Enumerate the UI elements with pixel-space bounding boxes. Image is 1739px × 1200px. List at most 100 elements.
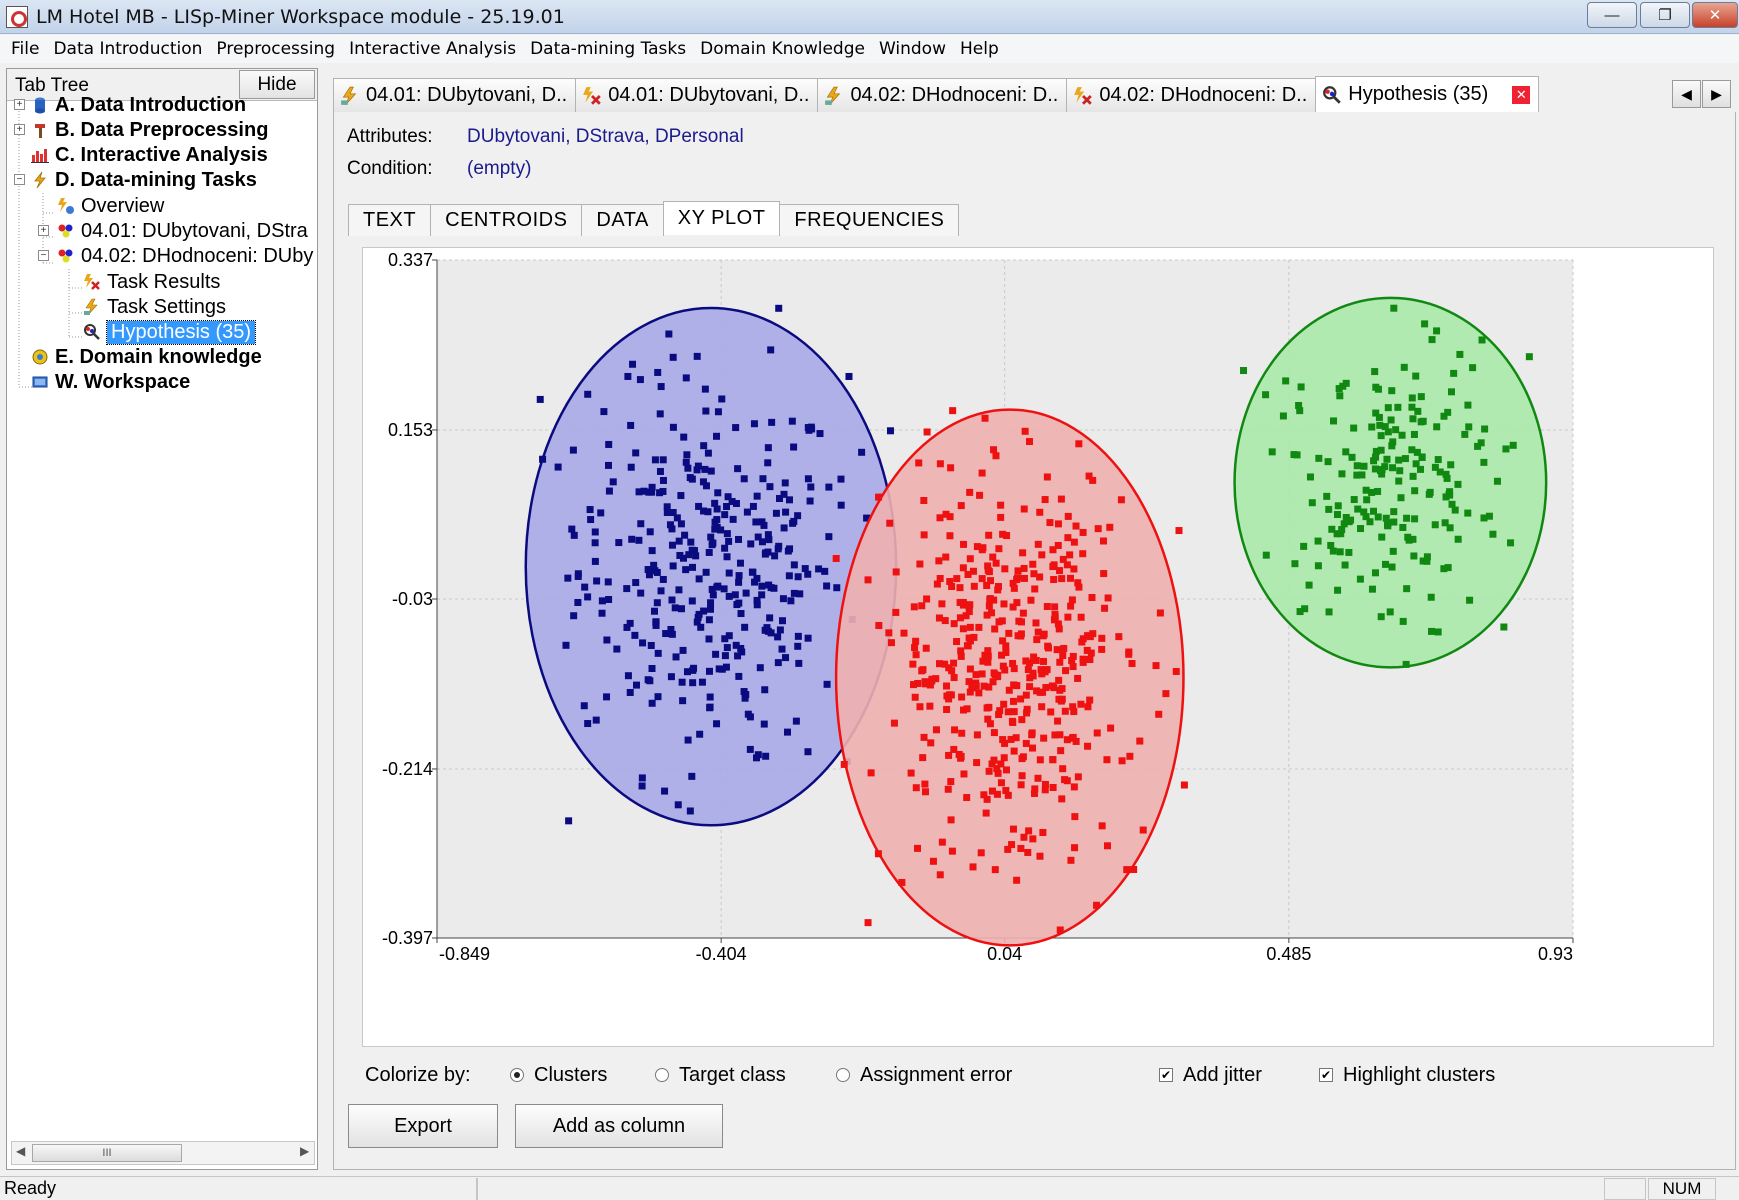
- data-point: [1480, 514, 1488, 522]
- data-point: [682, 458, 690, 466]
- checkbox-checked-icon[interactable]: ✔: [1159, 1068, 1173, 1082]
- tab-task-results-04-01[interactable]: 04.01: DUbytovani, D..: [575, 78, 819, 112]
- data-point: [983, 795, 991, 803]
- menu-data-introduction[interactable]: Data Introduction: [53, 39, 203, 59]
- data-point: [587, 516, 595, 524]
- data-point: [1010, 681, 1018, 689]
- data-point: [697, 623, 705, 631]
- data-point: [1377, 613, 1385, 621]
- data-point: [673, 514, 681, 522]
- data-point: [792, 717, 800, 725]
- data-point: [1423, 557, 1431, 565]
- radio-target-class[interactable]: Target class: [655, 1061, 786, 1089]
- tree-node-label: C. Interactive Analysis: [55, 143, 268, 166]
- data-point: [1043, 603, 1051, 611]
- data-point: [1356, 575, 1364, 583]
- radio-clusters[interactable]: Clusters: [510, 1061, 607, 1089]
- data-point: [968, 682, 976, 690]
- radio-assignment-error[interactable]: Assignment error: [836, 1061, 1012, 1089]
- data-point: [1038, 551, 1046, 559]
- data-point: [1079, 550, 1087, 558]
- menu-interactive-analysis[interactable]: Interactive Analysis: [349, 39, 517, 59]
- data-point: [886, 427, 894, 435]
- data-point: [679, 554, 687, 562]
- close-window-button[interactable]: ✕: [1692, 2, 1738, 28]
- tab-task-results-04-02[interactable]: 04.02: DHodnoceni: D..: [1066, 78, 1317, 112]
- expand-toggle-icon[interactable]: +: [38, 225, 49, 236]
- tab-task-settings-04-02[interactable]: 04.02: DHodnoceni: D..: [817, 78, 1068, 112]
- data-point: [992, 559, 1000, 567]
- colorize-label: Colorize by:: [365, 1063, 471, 1086]
- data-point: [698, 678, 706, 686]
- data-point: [591, 528, 599, 536]
- tab-scroll-left-button[interactable]: ◀: [1672, 80, 1701, 108]
- data-point: [1024, 848, 1032, 856]
- scroll-right-arrow-icon[interactable]: ▶: [300, 1144, 310, 1158]
- hide-button[interactable]: Hide: [239, 70, 315, 99]
- data-point: [570, 612, 578, 620]
- data-point: [574, 572, 582, 580]
- menu-window[interactable]: Window: [878, 39, 946, 59]
- data-point: [756, 664, 764, 672]
- tree-node-overview[interactable]: Overview: [57, 193, 164, 219]
- collapse-toggle-icon[interactable]: −: [38, 250, 49, 261]
- menu-data-mining-tasks[interactable]: Data-mining Tasks: [530, 39, 687, 59]
- tree-node-task-04-02[interactable]: 04.02: DHodnoceni: DUby: [57, 243, 313, 269]
- tree-node-workspace[interactable]: W. Workspace: [31, 369, 190, 395]
- subtab-xy-plot[interactable]: XY PLOT: [662, 201, 781, 235]
- subtab-data[interactable]: DATA: [581, 204, 664, 236]
- collapse-toggle-icon[interactable]: −: [14, 174, 25, 185]
- menu-help[interactable]: Help: [959, 39, 999, 59]
- tree-node-task-04-01[interactable]: 04.01: DUbytovani, DStra: [57, 218, 308, 244]
- minimize-button[interactable]: —: [1587, 2, 1637, 28]
- tree-node-task-results[interactable]: Task Results: [83, 269, 220, 295]
- menu-preprocessing[interactable]: Preprocessing: [216, 39, 336, 59]
- tree-node-data-preprocessing[interactable]: B. Data Preprocessing: [31, 117, 268, 143]
- tree-node-hypothesis[interactable]: Hypothesis (35): [83, 319, 257, 345]
- subtab-frequencies[interactable]: FREQUENCIES: [779, 204, 960, 236]
- data-point: [1410, 430, 1418, 438]
- tab-scroll-right-button[interactable]: ▶: [1702, 80, 1731, 108]
- tree-node-data-introduction[interactable]: A. Data Introduction: [31, 92, 246, 118]
- tab-task-settings-04-01[interactable]: 04.01: DUbytovani, D..: [333, 78, 577, 112]
- data-point: [665, 330, 673, 338]
- checkbox-add-jitter[interactable]: ✔ Add jitter: [1159, 1061, 1262, 1089]
- maximize-button[interactable]: ❐: [1640, 2, 1690, 28]
- data-point: [815, 565, 823, 573]
- status-bar: Ready NUM: [0, 1176, 1739, 1200]
- data-point: [1412, 460, 1420, 468]
- data-point: [1060, 644, 1068, 652]
- checkbox-highlight-clusters[interactable]: ✔ Highlight clusters: [1319, 1061, 1495, 1089]
- tree-node-data-mining-tasks[interactable]: D. Data-mining Tasks: [31, 167, 257, 193]
- close-tab-icon[interactable]: ✕: [1512, 85, 1531, 104]
- data-point: [935, 660, 943, 668]
- data-point: [789, 519, 797, 527]
- radio-selected-icon[interactable]: [510, 1068, 524, 1082]
- data-point: [825, 483, 833, 491]
- expand-toggle-icon[interactable]: +: [14, 99, 25, 110]
- subtab-text[interactable]: TEXT: [348, 204, 432, 236]
- data-point: [1062, 667, 1070, 675]
- tab-hypothesis[interactable]: Hypothesis (35) ✕: [1315, 76, 1540, 112]
- tree-node-interactive-analysis[interactable]: C. Interactive Analysis: [31, 142, 268, 168]
- data-point: [682, 566, 690, 574]
- data-point: [1403, 585, 1411, 593]
- menu-file[interactable]: File: [11, 39, 40, 59]
- export-button[interactable]: Export: [348, 1104, 498, 1148]
- menu-domain-knowledge[interactable]: Domain Knowledge: [700, 39, 865, 59]
- add-as-column-button[interactable]: Add as column: [515, 1104, 723, 1148]
- tree-node-domain-knowledge[interactable]: E. Domain knowledge: [31, 344, 262, 370]
- data-point: [725, 569, 733, 577]
- attributes-label: Attributes:: [347, 126, 433, 147]
- subtab-centroids[interactable]: CENTROIDS: [430, 204, 583, 236]
- data-point: [946, 532, 954, 540]
- checkbox-checked-icon[interactable]: ✔: [1319, 1068, 1333, 1082]
- radio-unselected-icon[interactable]: [655, 1068, 669, 1082]
- tab-label: Hypothesis (35): [1348, 83, 1489, 105]
- scroll-left-arrow-icon[interactable]: ◀: [16, 1144, 26, 1158]
- expand-toggle-icon[interactable]: +: [14, 124, 25, 135]
- radio-unselected-icon[interactable]: [836, 1068, 850, 1082]
- tree-node-task-settings[interactable]: Task Settings: [83, 294, 226, 320]
- tree-horizontal-scrollbar[interactable]: ◀ III ▶: [11, 1141, 315, 1165]
- scrollbar-thumb[interactable]: III: [32, 1144, 182, 1162]
